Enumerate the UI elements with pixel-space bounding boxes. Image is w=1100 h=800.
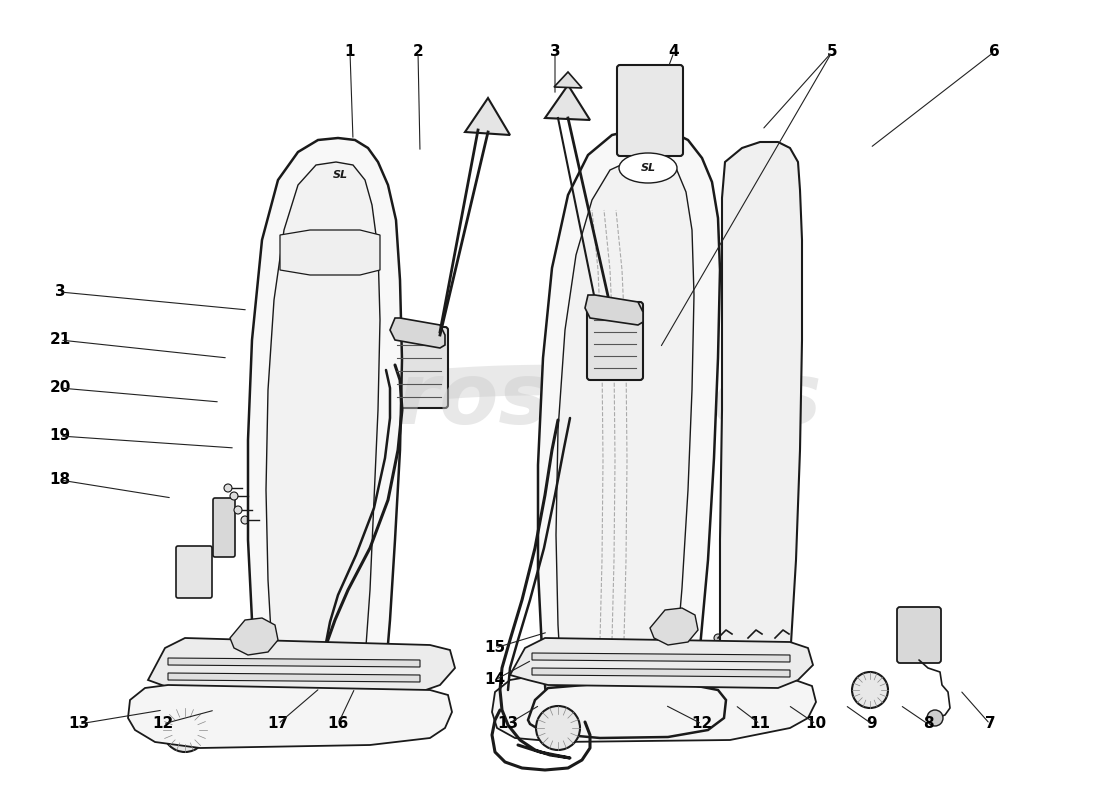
FancyBboxPatch shape [176, 546, 212, 598]
Text: eurospares: eurospares [277, 358, 823, 442]
Polygon shape [554, 72, 582, 88]
Polygon shape [544, 85, 590, 120]
Circle shape [337, 645, 343, 651]
Text: 11: 11 [749, 717, 770, 731]
Polygon shape [720, 142, 802, 733]
FancyBboxPatch shape [617, 65, 683, 156]
FancyBboxPatch shape [587, 302, 643, 380]
Polygon shape [492, 676, 816, 742]
Circle shape [852, 672, 888, 708]
Text: 6: 6 [989, 45, 1000, 59]
Polygon shape [532, 668, 790, 677]
Text: 13: 13 [497, 717, 518, 731]
Circle shape [386, 645, 394, 651]
Polygon shape [390, 318, 446, 348]
Text: 16: 16 [328, 717, 349, 731]
Text: 15: 15 [484, 641, 506, 655]
Text: SL: SL [640, 163, 656, 173]
Circle shape [241, 516, 249, 524]
Text: 21: 21 [50, 333, 70, 347]
Text: 3: 3 [55, 285, 65, 299]
Polygon shape [585, 295, 644, 325]
FancyBboxPatch shape [896, 607, 940, 663]
Polygon shape [248, 138, 402, 698]
Circle shape [356, 645, 363, 651]
Text: 14: 14 [484, 673, 506, 687]
Circle shape [631, 80, 641, 90]
Text: 18: 18 [50, 473, 70, 487]
Text: 12: 12 [692, 717, 713, 731]
Circle shape [631, 123, 641, 133]
Circle shape [224, 484, 232, 492]
Circle shape [163, 708, 207, 752]
Text: 13: 13 [68, 717, 89, 731]
Ellipse shape [619, 153, 676, 183]
Circle shape [714, 634, 722, 642]
Polygon shape [230, 662, 412, 728]
Polygon shape [538, 128, 720, 735]
Polygon shape [315, 672, 345, 698]
Circle shape [483, 107, 493, 117]
Circle shape [659, 123, 669, 133]
Circle shape [230, 492, 238, 500]
Ellipse shape [312, 161, 367, 189]
Circle shape [771, 634, 779, 642]
Text: 2: 2 [412, 45, 424, 59]
Text: 10: 10 [805, 717, 826, 731]
Text: 7: 7 [984, 717, 996, 731]
FancyBboxPatch shape [213, 498, 235, 557]
Polygon shape [528, 683, 726, 738]
Circle shape [744, 634, 752, 642]
Circle shape [927, 710, 943, 726]
Polygon shape [532, 653, 790, 662]
Polygon shape [168, 658, 420, 667]
Polygon shape [650, 608, 699, 645]
Circle shape [234, 506, 242, 514]
Text: SL: SL [332, 170, 348, 180]
Text: 3: 3 [550, 45, 560, 59]
Text: 20: 20 [50, 381, 70, 395]
Polygon shape [128, 685, 452, 748]
Text: 1: 1 [344, 45, 355, 59]
Text: 12: 12 [153, 717, 174, 731]
Text: 17: 17 [267, 717, 288, 731]
Polygon shape [556, 158, 694, 698]
Polygon shape [280, 230, 380, 275]
Polygon shape [510, 638, 813, 688]
Text: 9: 9 [867, 717, 878, 731]
Polygon shape [266, 162, 380, 673]
Text: 5: 5 [827, 45, 837, 59]
FancyBboxPatch shape [390, 327, 448, 408]
Polygon shape [168, 673, 420, 682]
Text: 8: 8 [923, 717, 933, 731]
Polygon shape [148, 638, 455, 692]
Text: 19: 19 [50, 429, 70, 443]
Polygon shape [230, 618, 278, 655]
Circle shape [536, 706, 580, 750]
Circle shape [659, 80, 669, 90]
Polygon shape [465, 98, 510, 135]
Text: 4: 4 [669, 45, 680, 59]
